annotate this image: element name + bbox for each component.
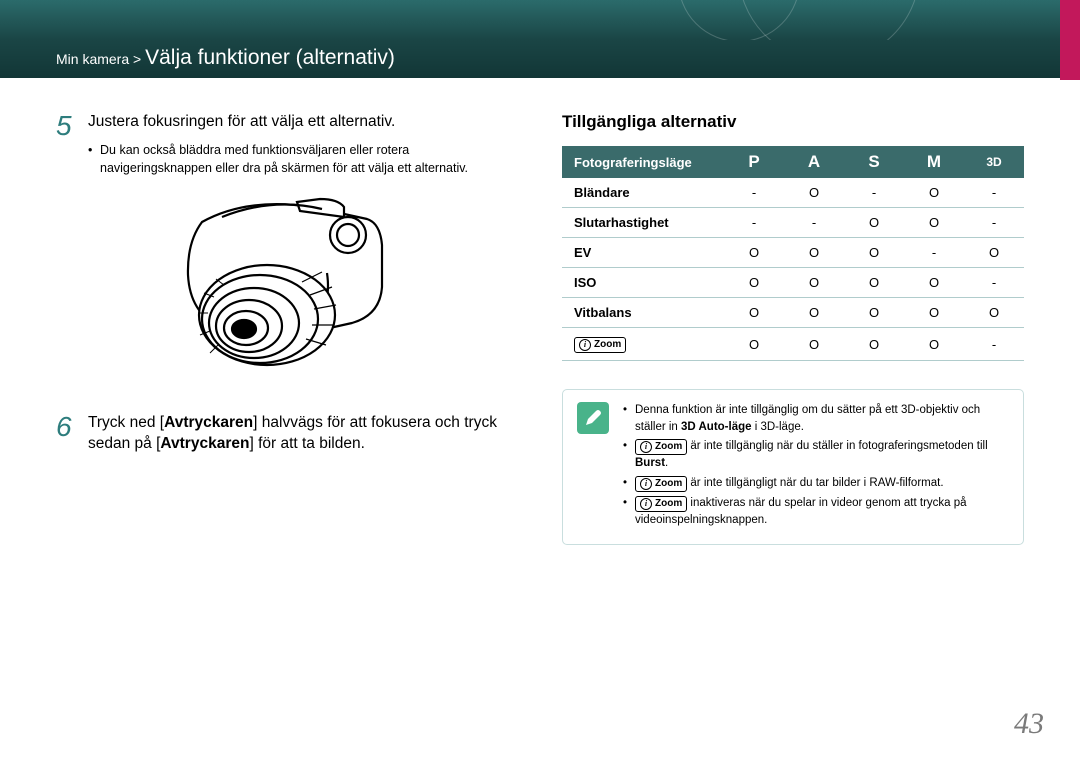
mode-col: P — [724, 146, 784, 178]
step-number: 5 — [56, 112, 74, 177]
kw: 3D Auto-läge — [681, 421, 752, 433]
note-item: Zoom är inte tillgänglig när du ställer … — [623, 438, 1009, 472]
cell: O — [844, 208, 904, 238]
cell: - — [904, 238, 964, 268]
kw: Avtryckaren — [160, 435, 249, 452]
page-number: 43 — [1014, 707, 1044, 741]
t: i 3D-läge. — [752, 421, 804, 433]
cell: - — [784, 208, 844, 238]
cell: O — [904, 178, 964, 208]
row-name: Zoom — [562, 328, 724, 361]
table-row: ZoomOOOO- — [562, 328, 1024, 361]
right-column: Tillgängliga alternativ Fotograferingslä… — [562, 112, 1024, 545]
cell: O — [904, 298, 964, 328]
izoom-icon: Zoom — [635, 476, 687, 492]
row-name: Vitbalans — [562, 298, 724, 328]
camera-illustration — [56, 187, 518, 387]
t: . — [665, 457, 668, 469]
row-name: Bländare — [562, 178, 724, 208]
cell: - — [964, 208, 1024, 238]
row-name: ISO — [562, 268, 724, 298]
cell: O — [724, 298, 784, 328]
mode-col: A — [784, 146, 844, 178]
pen-note-icon — [577, 402, 609, 434]
note-item: Zoom är inte tillgängligt när du tar bil… — [623, 475, 1009, 492]
cell: - — [844, 178, 904, 208]
cell: O — [904, 208, 964, 238]
note-box: Denna funktion är inte tillgänglig om du… — [562, 389, 1024, 545]
cell: O — [724, 268, 784, 298]
cell: - — [964, 328, 1024, 361]
izoom-icon: Zoom — [635, 496, 687, 512]
side-tab — [1060, 0, 1080, 80]
izoom-icon: Zoom — [574, 337, 626, 353]
left-column: 5 Justera fokusringen för att välja ett … — [56, 112, 518, 545]
cell: O — [964, 238, 1024, 268]
table-row: Slutarhastighet--OO- — [562, 208, 1024, 238]
kw: Avtryckaren — [164, 414, 253, 431]
cell: O — [784, 298, 844, 328]
note-item: Denna funktion är inte tillgänglig om du… — [623, 402, 1009, 435]
cell: O — [844, 268, 904, 298]
cell: O — [784, 328, 844, 361]
top-banner — [0, 0, 1080, 40]
t: är inte tillgänglig när du ställer in fo… — [687, 440, 987, 452]
cell: O — [784, 268, 844, 298]
cell: O — [904, 328, 964, 361]
note-item: Zoom inaktiveras när du spelar in videor… — [623, 495, 1009, 529]
step-text: Justera fokusringen för att välja ett al… — [88, 113, 395, 130]
table-row: ISOOOOO- — [562, 268, 1024, 298]
step-6: 6 Tryck ned [Avtryckaren] halvvägs för a… — [56, 413, 518, 455]
t: ] för att ta bilden. — [249, 435, 364, 452]
step-5: 5 Justera fokusringen för att välja ett … — [56, 112, 518, 177]
cell: O — [844, 238, 904, 268]
cell: O — [964, 298, 1024, 328]
t: är inte tillgängligt när du tar bilder i… — [687, 477, 943, 489]
cell: O — [784, 238, 844, 268]
options-heading: Tillgängliga alternativ — [562, 112, 1024, 132]
cell: - — [964, 178, 1024, 208]
step-body: Tryck ned [Avtryckaren] halvvägs för att… — [88, 413, 518, 455]
cell: - — [724, 208, 784, 238]
page-content: 5 Justera fokusringen för att välja ett … — [0, 78, 1080, 545]
cell: O — [724, 328, 784, 361]
cell: O — [844, 328, 904, 361]
camera-icon — [172, 187, 402, 387]
table-header-row: Fotograferingsläge P A S M 3D — [562, 146, 1024, 178]
t: Tryck ned [ — [88, 414, 164, 431]
izoom-icon: Zoom — [635, 439, 687, 455]
cell: O — [724, 238, 784, 268]
mode-col: 3D — [964, 146, 1024, 178]
cell: O — [844, 298, 904, 328]
step-sub-bullets: Du kan också bläddra med funktionsväljar… — [88, 141, 518, 177]
note-list: Denna funktion är inte tillgänglig om du… — [623, 402, 1009, 532]
breadcrumb-prefix: Min kamera > — [56, 51, 145, 67]
step-number: 6 — [56, 413, 74, 455]
mode-col: S — [844, 146, 904, 178]
page-header: Min kamera > Välja funktioner (alternati… — [0, 40, 1080, 78]
cell: O — [784, 178, 844, 208]
table-row: Bländare-O-O- — [562, 178, 1024, 208]
options-table: Fotograferingsläge P A S M 3D Bländare-O… — [562, 146, 1024, 361]
table-row: VitbalansOOOOO — [562, 298, 1024, 328]
kw: Burst — [635, 457, 665, 469]
step-sub-bullet: Du kan också bläddra med funktionsväljar… — [88, 141, 518, 177]
mode-col: M — [904, 146, 964, 178]
cell: O — [904, 268, 964, 298]
cell: - — [724, 178, 784, 208]
table-row: EVOOO-O — [562, 238, 1024, 268]
row-name: Slutarhastighet — [562, 208, 724, 238]
cell: - — [964, 268, 1024, 298]
page-title: Välja funktioner (alternativ) — [145, 46, 395, 69]
row-name: EV — [562, 238, 724, 268]
step-body: Justera fokusringen för att välja ett al… — [88, 112, 518, 177]
col-label: Fotograferingsläge — [562, 146, 724, 178]
